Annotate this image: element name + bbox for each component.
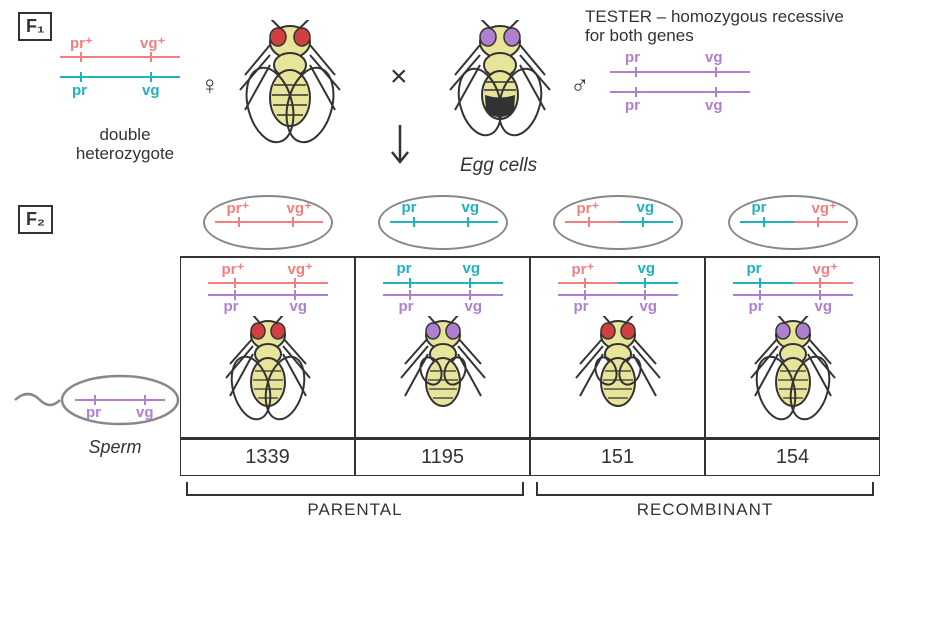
female-chromosomes: pr⁺ vg⁺ pr vg double heterozygote [60, 40, 190, 163]
recombinant-bracket [536, 482, 874, 496]
allele: pr [625, 49, 640, 66]
female-symbol: ♀ [200, 70, 220, 101]
female-fly [230, 20, 350, 150]
egg-cell: pr⁺ vg [553, 195, 683, 250]
cross-symbol: × [390, 60, 408, 94]
allele: pr⁺ [70, 34, 93, 52]
offspring-cell: pr⁺ vg pr vg [530, 257, 705, 438]
allele: pr [72, 82, 87, 99]
allele: vg [142, 82, 160, 99]
recombinant-label: RECOMBINANT [536, 500, 874, 520]
sperm-cell: pr vg Sperm [10, 370, 180, 458]
f2-section: pr⁺ vg⁺ pr vg pr⁺ vg pr vg⁺ [180, 195, 880, 520]
allele: vg⁺ [140, 34, 165, 52]
offspring-cell: pr⁺ vg⁺ pr vg [180, 257, 355, 438]
f1-row: pr⁺ vg⁺ pr vg double heterozygote ♀ [60, 20, 890, 180]
offspring-count: 1339 [180, 439, 355, 476]
egg-cell: pr vg [378, 195, 508, 250]
allele: pr [86, 404, 101, 421]
arrow-down-icon [385, 120, 415, 170]
offspring-fly [535, 316, 700, 431]
parental-label: PARENTAL [186, 500, 524, 520]
male-chromosomes: pr vg pr vg [610, 55, 760, 115]
male-fly [440, 20, 560, 150]
allele: vg [705, 49, 723, 66]
f2-label: F₂ [18, 205, 53, 234]
allele: vg [136, 404, 154, 421]
egg-cell: pr vg⁺ [728, 195, 858, 250]
allele: pr [625, 97, 640, 114]
tester-label: TESTER – homozygous recessive for both g… [585, 8, 865, 45]
offspring-fly [360, 316, 525, 431]
offspring-cell: pr vg pr vg [355, 257, 530, 438]
count-row: 13391195151154 [180, 439, 880, 476]
male-symbol: ♂ [570, 70, 590, 101]
offspring-grid: pr⁺ vg⁺ pr vg [180, 256, 880, 439]
f1-label: F₁ [18, 12, 52, 41]
sperm-label: Sperm [50, 437, 180, 458]
egg-cell: pr⁺ vg⁺ [203, 195, 333, 250]
offspring-count: 1195 [355, 439, 530, 476]
allele: vg [705, 97, 723, 114]
offspring-count: 151 [530, 439, 705, 476]
offspring-cell: pr vg⁺ pr vg [705, 257, 880, 438]
egg-row: pr⁺ vg⁺ pr vg pr⁺ vg pr vg⁺ [180, 195, 880, 256]
double-het-label: double heterozygote [60, 126, 190, 163]
offspring-fly [710, 316, 875, 431]
egg-cells-label: Egg cells [460, 155, 537, 177]
offspring-count: 154 [705, 439, 880, 476]
offspring-fly [185, 316, 350, 431]
parental-bracket [186, 482, 524, 496]
